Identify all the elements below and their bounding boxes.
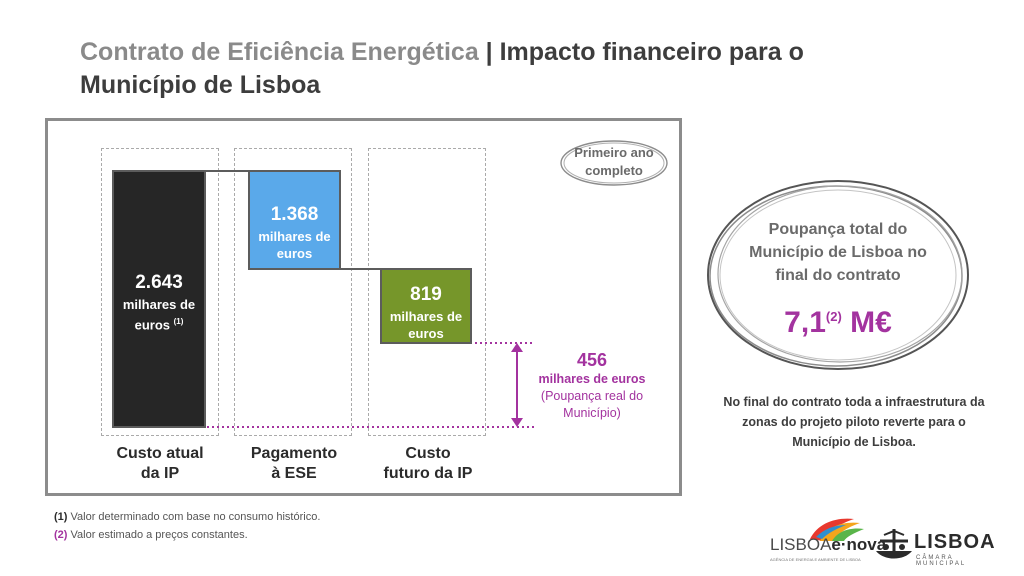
footnote-1: (1) Valor determinado com base no consum… (54, 511, 320, 523)
total-savings-value: 7,1(2) M€ (742, 306, 934, 340)
category-1-line1: Custo atual (116, 445, 204, 462)
enova-text: LISBOAe·nova (770, 535, 886, 555)
first-year-text: Primeiro ano completo (558, 144, 670, 180)
bar-custo-futuro: 819 milhares de euros (380, 268, 472, 344)
title-part2: | Impacto financeiro para o Município de… (80, 38, 804, 99)
total-savings-number: 7,1 (784, 306, 826, 339)
waterfall-frame (45, 118, 682, 496)
enova-text-enova: e·nova (831, 535, 887, 554)
bar-3-value: 819 (410, 284, 442, 305)
cml-subtext: CÂMARA MUNICIPAL (916, 555, 967, 567)
footnote-1-mark: (1) (54, 511, 68, 523)
category-3-line2: futuro da IP (383, 465, 473, 482)
bar-1-unit: milhares de euros (122, 297, 196, 333)
cml-ship-icon (876, 529, 912, 559)
lisboa-enova-logo: LISBOAe·nova AGÊNCIA DE ENERGIA E AMBIEN… (770, 515, 886, 565)
footnote-2-text: Valor estimado a preços constantes. (70, 529, 248, 541)
savings-value: 456 (576, 350, 608, 370)
column-guide-2 (234, 148, 352, 436)
enova-text-lisboa: LISBOA (770, 535, 832, 554)
cml-text: LISBOA (914, 531, 996, 553)
bar-3-unit: milhares de euros (389, 309, 463, 341)
bar-pagamento: 1.368 milhares de euros (248, 170, 341, 270)
bar-1-note: (1) (173, 317, 184, 326)
category-1-line2: da IP (140, 465, 180, 482)
first-year-tag: Primeiro ano completo (558, 138, 670, 188)
lisboa-cml-logo: LISBOA CÂMARA MUNICIPAL (872, 525, 1002, 570)
total-savings-text: Poupança total do Município de Lisboa no… (749, 221, 927, 284)
enova-subtext: AGÊNCIA DE ENERGIA E AMBIENTE DE LISBOA (770, 557, 861, 562)
first-year-line2: completo (585, 163, 643, 178)
first-year-ellipse (560, 140, 668, 186)
bar-2-value: 1.368 (270, 204, 319, 225)
title-part1: Contrato de Eficiência Energética (80, 38, 479, 66)
side-note: No final do contrato toda a infraestrutu… (723, 395, 985, 449)
enova-swoosh-icon (810, 518, 864, 541)
footnote-1-text: Valor determinado com base no consumo hi… (70, 511, 321, 523)
first-year-line1: Primeiro ano (574, 145, 654, 160)
savings-unit: milhares de euros (538, 372, 646, 386)
total-savings-note: (2) (825, 309, 842, 324)
category-2-line2: à ESE (271, 465, 317, 482)
category-label-2: Pagamento à ESE (234, 444, 354, 484)
page-title: Contrato de Eficiência Energética | Impa… (80, 36, 880, 102)
column-guide-1 (101, 148, 219, 436)
savings-desc: (Poupança real do Município) (540, 389, 644, 420)
category-2-line1: Pagamento (250, 445, 338, 462)
bar-2-unit: milhares de euros (258, 229, 331, 261)
footnote-2-mark: (2) (54, 529, 68, 541)
footnote-2: (2) Valor estimado a preços constantes. (54, 529, 248, 541)
bar-1-value: 2.643 (135, 272, 183, 293)
column-guide-3 (368, 148, 486, 436)
savings-arrow-head-down (511, 418, 523, 427)
savings-annotation: 456 milhares de euros (Poupança real do … (532, 349, 652, 422)
total-savings-ring (707, 180, 969, 370)
category-label-3: Custo futuro da IP (366, 444, 490, 484)
category-3-line1: Custo (405, 445, 451, 462)
bar-1-unit-wrap: milhares de euros (1) (119, 296, 199, 333)
category-label-1: Custo atual da IP (100, 444, 220, 484)
total-savings-unit: M€ (850, 306, 892, 339)
savings-arrow-head-up (511, 343, 523, 352)
bar-custo-atual: 2.643 milhares de euros (1) (112, 170, 206, 428)
